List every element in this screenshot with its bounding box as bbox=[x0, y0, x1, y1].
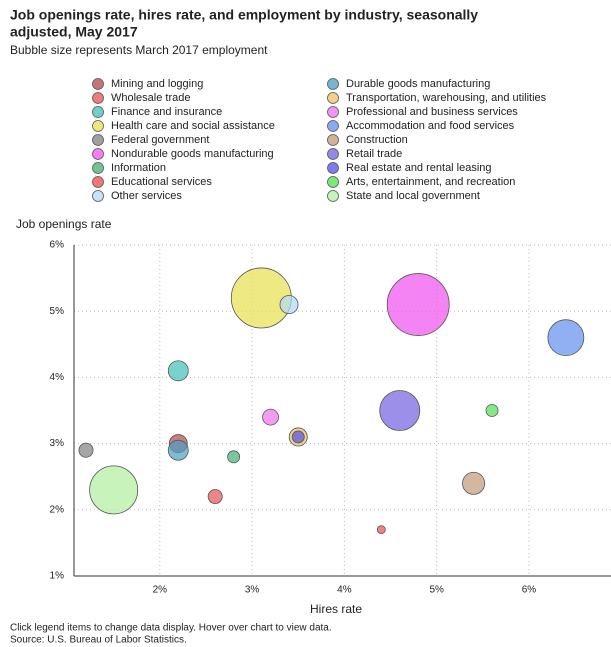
legend-marker[interactable] bbox=[327, 176, 339, 188]
bubble bbox=[89, 465, 139, 515]
legend-marker[interactable] bbox=[327, 190, 339, 202]
y-tick-label: 4% bbox=[50, 372, 65, 383]
legend-label[interactable]: Construction bbox=[346, 134, 408, 146]
legend-label[interactable]: Accommodation and food services bbox=[346, 120, 515, 132]
note: Source: U.S. Bureau of Labor Statistics. bbox=[10, 635, 187, 646]
legend-label[interactable]: Federal government bbox=[111, 134, 209, 146]
legend-marker[interactable] bbox=[327, 120, 339, 132]
x-tick-label: 4% bbox=[337, 585, 352, 596]
legend-marker[interactable] bbox=[92, 176, 104, 188]
legend-marker[interactable] bbox=[327, 78, 339, 90]
bubble bbox=[379, 390, 421, 431]
legend-label[interactable]: Information bbox=[111, 162, 166, 174]
legend-label[interactable]: Mining and logging bbox=[111, 78, 203, 90]
bubble bbox=[462, 471, 486, 495]
legend-marker[interactable] bbox=[92, 120, 104, 132]
legend-marker[interactable] bbox=[92, 190, 104, 202]
legend-marker[interactable] bbox=[327, 134, 339, 146]
y-tick-label: 3% bbox=[50, 438, 65, 449]
legend-label[interactable]: Professional and business services bbox=[346, 106, 518, 118]
bubble bbox=[207, 489, 223, 505]
bubble bbox=[167, 360, 189, 382]
legend-label[interactable]: Wholesale trade bbox=[111, 92, 191, 104]
bubble bbox=[262, 408, 279, 426]
y-tick-label: 1% bbox=[50, 571, 65, 582]
y-tick-label: 5% bbox=[50, 306, 65, 317]
bubble bbox=[227, 450, 241, 464]
y-tick-label: 6% bbox=[50, 240, 65, 251]
legend-label[interactable]: Transportation, warehousing, and utiliti… bbox=[346, 92, 547, 104]
legend-label[interactable]: Durable goods manufacturing bbox=[346, 78, 490, 90]
legend-label[interactable]: Retail trade bbox=[346, 148, 402, 160]
legend-marker[interactable] bbox=[92, 162, 104, 174]
legend-marker[interactable] bbox=[92, 134, 104, 146]
y-tick-label: 2% bbox=[50, 504, 65, 515]
chart-title: adjusted, May 2017 bbox=[10, 24, 138, 40]
bubble bbox=[376, 525, 386, 535]
legend-marker[interactable] bbox=[327, 162, 339, 174]
legend-label[interactable]: Nondurable goods manufacturing bbox=[111, 148, 274, 160]
legend-label[interactable]: Educational services bbox=[111, 176, 212, 188]
note: Click legend items to change data displa… bbox=[10, 623, 332, 634]
legend-marker[interactable] bbox=[92, 106, 104, 118]
x-tick-label: 6% bbox=[522, 585, 537, 596]
bubble bbox=[386, 273, 450, 336]
legend-marker[interactable] bbox=[92, 78, 104, 90]
x-axis-label: Hires rate bbox=[310, 602, 362, 616]
legend-marker[interactable] bbox=[92, 92, 104, 104]
y-axis-label: Job openings rate bbox=[16, 217, 112, 231]
legend-marker[interactable] bbox=[327, 106, 339, 118]
x-tick-label: 5% bbox=[429, 585, 444, 596]
legend-marker[interactable] bbox=[327, 92, 339, 104]
bubble bbox=[167, 439, 189, 461]
bubble bbox=[485, 404, 499, 417]
x-tick-label: 2% bbox=[153, 585, 168, 596]
bubble bbox=[78, 442, 94, 458]
legend-label[interactable]: Finance and insurance bbox=[111, 106, 222, 118]
x-tick-label: 3% bbox=[245, 585, 260, 596]
legend-label[interactable]: State and local government bbox=[346, 190, 480, 202]
legend-label[interactable]: Real estate and rental leasing bbox=[346, 162, 492, 174]
bubble bbox=[547, 319, 585, 357]
chart-subtitle: Bubble size represents March 2017 employ… bbox=[10, 43, 268, 57]
legend-marker[interactable] bbox=[92, 148, 104, 160]
chart-title: Job openings rate, hires rate, and emplo… bbox=[10, 7, 478, 23]
legend-marker[interactable] bbox=[327, 148, 339, 160]
legend-label[interactable]: Other services bbox=[111, 190, 182, 202]
legend-label[interactable]: Health care and social assistance bbox=[111, 120, 275, 132]
legend-label[interactable]: Arts, entertainment, and recreation bbox=[346, 176, 515, 188]
bubble bbox=[279, 295, 299, 315]
bubble bbox=[291, 430, 305, 444]
